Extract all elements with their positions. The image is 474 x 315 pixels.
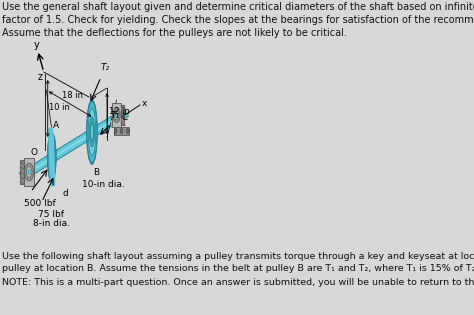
Text: T₂: T₂ [100, 63, 109, 72]
Ellipse shape [51, 150, 53, 164]
Ellipse shape [48, 134, 56, 180]
Text: A: A [53, 121, 59, 130]
Ellipse shape [49, 139, 55, 175]
Circle shape [25, 163, 34, 181]
Text: 10 in: 10 in [49, 104, 70, 112]
Ellipse shape [88, 108, 96, 156]
Text: z: z [37, 72, 42, 82]
Text: 8-in dia.: 8-in dia. [33, 219, 70, 228]
Ellipse shape [87, 101, 97, 163]
Circle shape [116, 113, 118, 117]
Ellipse shape [47, 132, 56, 182]
Text: Use the general shaft layout given and determine critical diameters of the shaft: Use the general shaft layout given and d… [1, 2, 474, 37]
Circle shape [27, 167, 32, 177]
Circle shape [127, 129, 129, 134]
FancyBboxPatch shape [114, 127, 129, 135]
Text: y: y [33, 40, 39, 50]
Text: d: d [63, 189, 69, 198]
Circle shape [114, 111, 119, 119]
Text: 10-in dia.: 10-in dia. [82, 180, 125, 189]
Text: 18 in: 18 in [62, 91, 83, 100]
Text: 12 in: 12 in [109, 107, 129, 117]
Ellipse shape [86, 100, 98, 164]
FancyBboxPatch shape [24, 158, 34, 186]
Text: 500 lbf: 500 lbf [24, 199, 56, 208]
Text: 75 lbf: 75 lbf [37, 210, 64, 219]
Text: T₁: T₁ [111, 111, 120, 120]
Text: B: B [93, 168, 99, 177]
FancyBboxPatch shape [20, 160, 25, 184]
Ellipse shape [90, 117, 94, 147]
Circle shape [28, 169, 30, 175]
Text: x: x [142, 99, 147, 107]
Text: NOTE: This is a multi-part question. Once an answer is submitted, you will be un: NOTE: This is a multi-part question. Onc… [1, 278, 474, 287]
Ellipse shape [91, 123, 93, 141]
Ellipse shape [50, 145, 54, 169]
Text: C: C [122, 112, 128, 122]
Circle shape [114, 129, 117, 134]
Circle shape [120, 129, 123, 134]
FancyBboxPatch shape [120, 105, 124, 125]
Text: O: O [30, 148, 37, 157]
FancyBboxPatch shape [112, 103, 121, 127]
Text: Use the following shaft layout assuming a pulley transmits torque through a key : Use the following shaft layout assuming … [1, 252, 474, 273]
Circle shape [113, 107, 120, 123]
